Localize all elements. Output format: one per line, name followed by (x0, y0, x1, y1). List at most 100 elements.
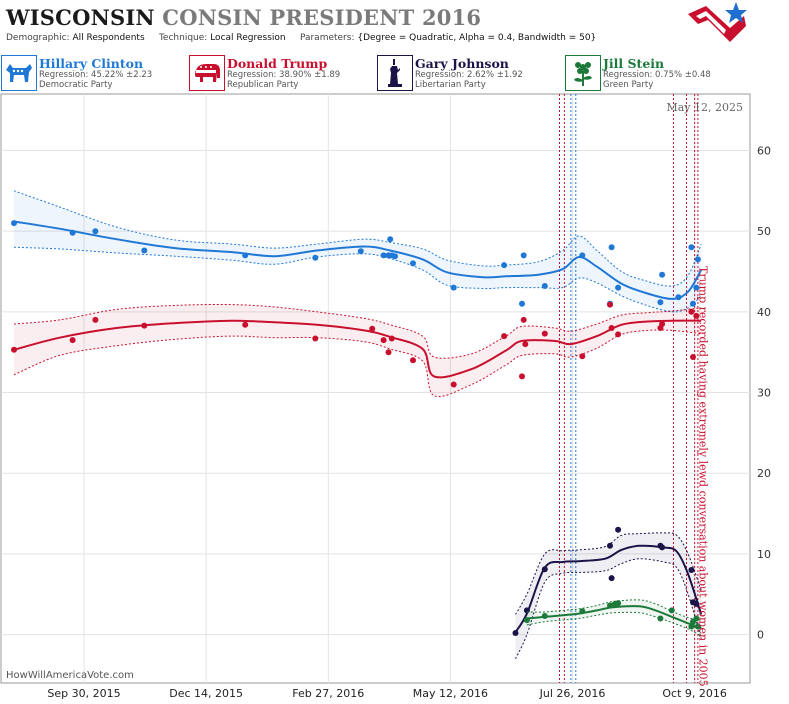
poll-point (520, 252, 527, 259)
poll-point (69, 337, 76, 344)
confidence-band (515, 532, 702, 659)
poll-point (92, 316, 99, 323)
liberty-statue-icon (377, 55, 413, 91)
confidence-band (14, 190, 702, 312)
poll-point (392, 253, 398, 260)
poll-point (369, 325, 376, 332)
y-tick-label: 40 (757, 306, 771, 319)
poll-point (410, 357, 416, 364)
poll-point (607, 542, 613, 549)
poll-point (608, 325, 615, 331)
poll-point (512, 630, 519, 636)
candidate-regression: Regression: 2.62% ±1.92 (415, 70, 523, 80)
flower-icon (565, 55, 601, 91)
poll-point (410, 260, 416, 267)
poll-point (608, 575, 615, 582)
poll-point (141, 322, 148, 329)
upper-bound-line (526, 599, 702, 621)
candidate-card-clinton[interactable]: Hillary Clinton Regression: 45.22% ±2.23… (0, 54, 185, 92)
poll-point (579, 353, 586, 360)
poll-point (688, 623, 695, 630)
demographic-label: Demographic: (6, 33, 70, 43)
poll-point (242, 252, 249, 259)
candidate-regression: Regression: 38.90% ±1.89 (227, 70, 341, 80)
poll-point (312, 335, 319, 342)
parameters-value: {Degree = Quadratic, Alpha = 0.4, Bandwi… (357, 33, 597, 43)
x-tick-label: May 12, 2016 (413, 687, 488, 700)
poll-point (607, 602, 613, 609)
poll-point (501, 333, 508, 340)
candidate-name: Donald Trump (227, 56, 328, 71)
poll-point (11, 346, 17, 353)
poll-point (380, 252, 387, 259)
poll-point (388, 335, 395, 342)
poll-point (541, 283, 548, 289)
poll-point (694, 256, 701, 263)
y-tick-label: 20 (757, 467, 771, 480)
page-title: WISCONSIN CONSIN PRESIDENT 2016 (6, 5, 481, 30)
candidate-party: Libertarian Party (415, 80, 486, 90)
poll-point (615, 284, 622, 291)
poll-point (523, 617, 530, 624)
poll-point (607, 301, 613, 308)
series-group (11, 301, 702, 398)
plot-area (0, 93, 751, 684)
candidate-card-stein[interactable]: Jill Stein Regression: 0.75% ±0.48 Green… (564, 54, 749, 92)
y-tick-label: 10 (757, 548, 771, 561)
poll-point (657, 615, 664, 622)
series-group (512, 526, 703, 660)
candidate-regression: Regression: 45.22% ±2.23 (39, 70, 153, 80)
y-tick-label: 60 (757, 144, 771, 157)
poll-point (92, 228, 99, 235)
poll-point (519, 300, 525, 307)
y-tick-label: 0 (757, 629, 764, 642)
site-logo-icon[interactable] (686, 2, 748, 50)
poll-point (541, 330, 548, 337)
poll-point (450, 284, 457, 291)
poll-point (579, 608, 586, 615)
technique-value: Local Regression (210, 33, 286, 43)
candidate-regression: Regression: 0.75% ±0.48 (603, 70, 711, 80)
regression-line (13, 220, 703, 300)
x-tick-label: Sep 30, 2015 (47, 687, 120, 700)
upper-bound-line (515, 532, 702, 615)
donkey-icon (1, 55, 37, 91)
poll-point (312, 254, 319, 261)
poll-point (668, 607, 675, 614)
candidate-card-trump[interactable]: Donald Trump Regression: 38.90% ±1.89 Re… (188, 54, 373, 92)
poll-point (693, 600, 700, 607)
parameters-label: Parameters: (299, 33, 355, 43)
x-tick-label: Dec 14, 2015 (169, 687, 243, 700)
poll-point (693, 312, 700, 319)
series-group (11, 190, 703, 313)
elephant-icon (189, 55, 225, 91)
poll-point (693, 615, 700, 622)
poll-point (688, 567, 695, 573)
candidate-card-johnson[interactable]: Gary Johnson Regression: 2.62% ±1.92 Lib… (376, 54, 561, 92)
poll-point (688, 244, 695, 251)
poll-point (688, 308, 695, 315)
poll-point (387, 236, 394, 243)
poll-point (357, 248, 364, 255)
poll-point (694, 623, 701, 630)
title-state: WISCONSIN (6, 5, 155, 30)
technique-label: Technique: (158, 33, 208, 43)
poll-point (501, 262, 508, 269)
parameters-line: Demographic: All Respondents Technique: … (6, 33, 596, 43)
poll-point (615, 600, 622, 607)
poll-point (11, 220, 17, 227)
confidence-band (526, 599, 702, 637)
x-tick-label: Feb 27, 2016 (292, 687, 364, 700)
candidate-name: Jill Stein (603, 56, 665, 71)
poll-point (380, 337, 387, 344)
candidate-name: Hillary Clinton (39, 56, 144, 71)
poll-point (520, 316, 527, 323)
lower-bound-line (526, 611, 702, 637)
x-tick-label: Oct 9, 2016 (662, 687, 727, 700)
confidence-band (14, 304, 702, 397)
poll-point (141, 247, 148, 254)
upper-bound-line (13, 303, 702, 359)
poll-point (615, 331, 622, 338)
series-group (523, 599, 702, 637)
